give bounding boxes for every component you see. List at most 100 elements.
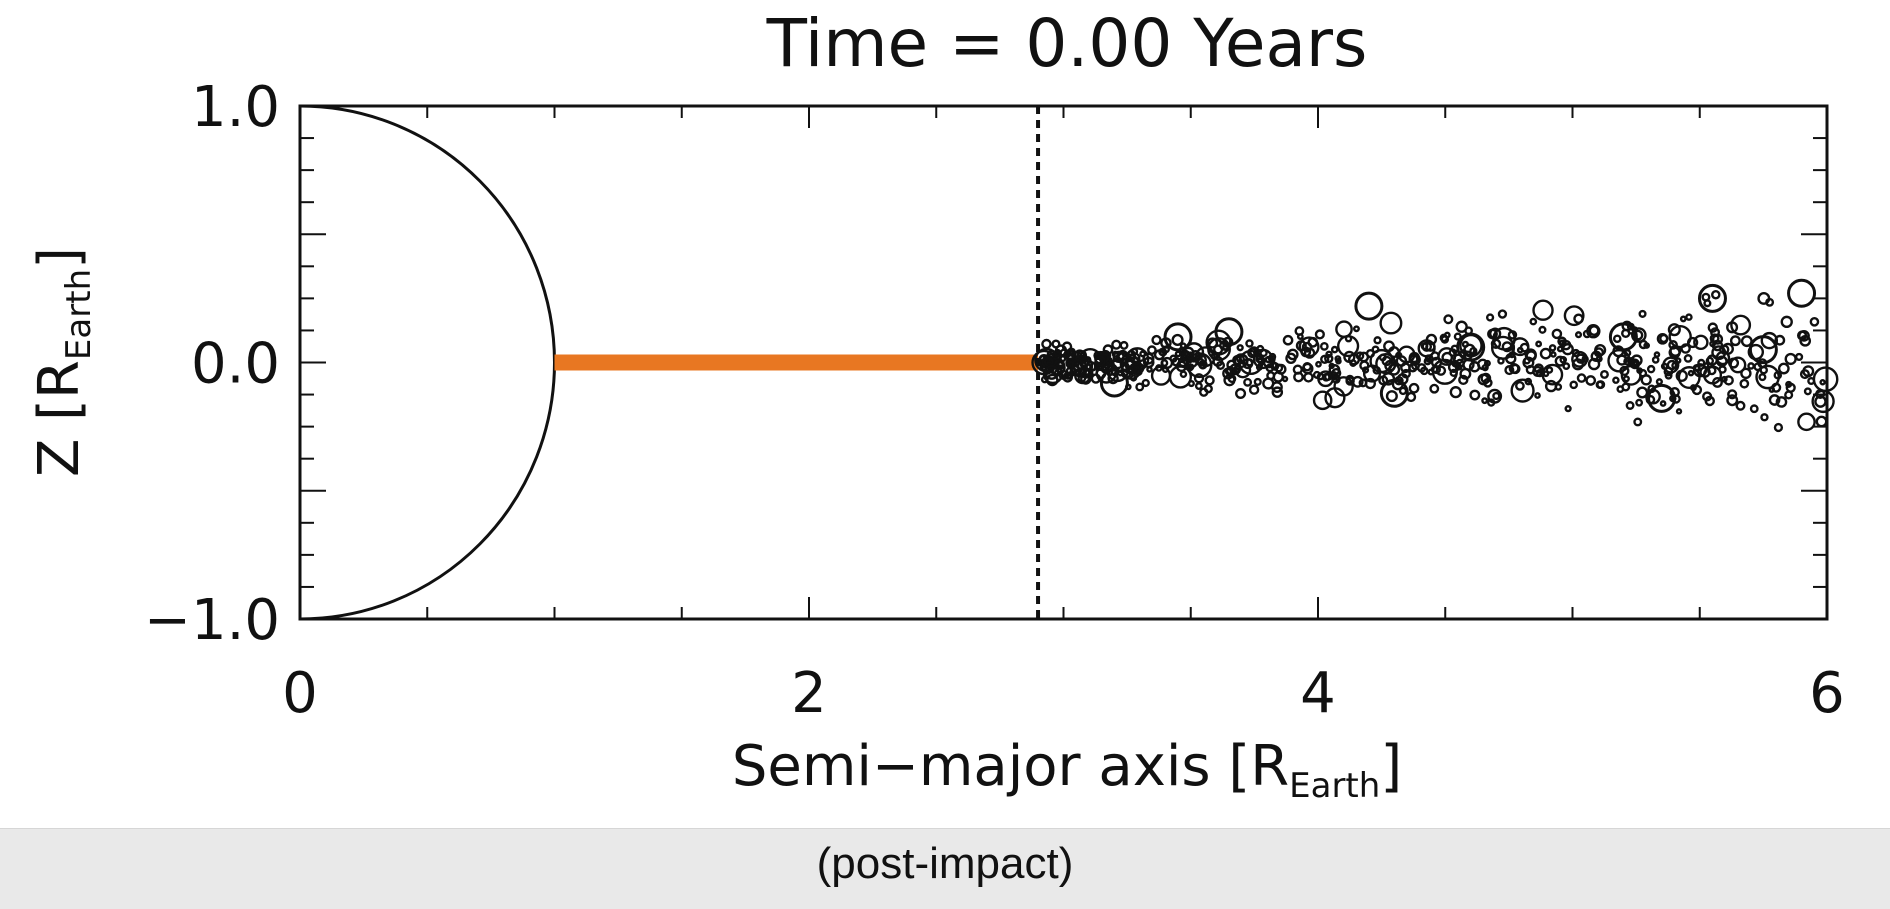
moonlet <box>1668 324 1692 349</box>
moonlet <box>1312 390 1333 411</box>
moonlet <box>1181 351 1193 362</box>
moonlet <box>1194 382 1203 390</box>
moonlet <box>1352 325 1360 333</box>
moonlet <box>1711 333 1724 345</box>
moonlet <box>1439 333 1448 343</box>
moonlet <box>1437 347 1457 366</box>
moonlet <box>1461 340 1470 348</box>
moonlet <box>1490 338 1502 350</box>
moonlet <box>1351 375 1364 388</box>
moonlet <box>1044 364 1060 380</box>
moonlet <box>1141 378 1150 388</box>
moonlet-large <box>1163 322 1193 352</box>
caption-bar: (post-impact) <box>0 828 1890 909</box>
moonlet <box>1142 352 1155 365</box>
moonlet <box>1525 350 1537 362</box>
moonlet <box>1777 362 1790 375</box>
moonlet <box>1596 380 1606 390</box>
moonlet <box>1729 335 1741 347</box>
moonlet <box>1799 369 1810 380</box>
moonlet <box>1730 314 1752 336</box>
moonlet <box>1508 351 1516 359</box>
moonlet-large <box>1456 332 1486 362</box>
y-tick-labels: −1.0 0.0 1.0 <box>144 75 280 653</box>
moonlet <box>1532 299 1554 321</box>
moonlet <box>1481 397 1489 405</box>
moonlet <box>1171 356 1182 367</box>
moonlet <box>1379 311 1403 335</box>
moonlet <box>1129 374 1138 382</box>
moonlet <box>1487 388 1503 404</box>
moonlet <box>1643 342 1651 349</box>
moonlet <box>1803 387 1812 396</box>
y-tick-label: 0.0 <box>191 332 280 397</box>
moonlet <box>1303 347 1316 359</box>
moonlet <box>1677 366 1701 390</box>
moonlet <box>1423 357 1432 366</box>
moonlet <box>1755 364 1780 390</box>
moonlet <box>1716 355 1728 368</box>
moonlet <box>1703 362 1710 369</box>
moonlet <box>1235 387 1247 400</box>
moonlet <box>1585 375 1597 386</box>
moonlet <box>1516 346 1524 354</box>
caption-text: (post-impact) <box>816 839 1074 888</box>
moonlet <box>1726 394 1739 407</box>
moonlet <box>1571 348 1581 358</box>
moonlet <box>1581 355 1589 363</box>
moonlet <box>1711 289 1721 300</box>
moonlet <box>1373 336 1382 345</box>
moonlet <box>1041 338 1052 350</box>
moonlet <box>1324 353 1334 364</box>
moonlet-large <box>1697 283 1727 313</box>
moonlet <box>1161 365 1170 374</box>
moonlet-large <box>1608 322 1638 352</box>
moonlet <box>1662 356 1680 374</box>
moonlet <box>1186 351 1195 360</box>
moonlet <box>1538 325 1547 334</box>
moonlet <box>1477 373 1490 386</box>
moonlet <box>1243 377 1253 387</box>
moonlet <box>1612 334 1622 343</box>
moonlet <box>1768 394 1781 406</box>
moonlet <box>1245 339 1254 348</box>
moonlet <box>1551 328 1563 340</box>
moonlet <box>1071 358 1084 372</box>
moonlet-large <box>1748 335 1778 365</box>
moonlet <box>1631 327 1647 343</box>
moonlet <box>1693 334 1709 351</box>
moonlet <box>1171 333 1184 347</box>
moonlet <box>1569 380 1578 390</box>
moonlet <box>1550 351 1557 358</box>
moonlet <box>1193 373 1205 384</box>
moonlet <box>1739 378 1750 389</box>
moonlet <box>1213 351 1221 360</box>
moonlet <box>1077 373 1087 383</box>
moonlet-points <box>1031 278 1839 433</box>
moonlet <box>1094 355 1106 367</box>
x-tick-label: 4 <box>1300 661 1336 726</box>
x-tick-labels: 0 2 4 6 <box>282 661 1845 726</box>
moonlet <box>1655 378 1663 386</box>
moonlet <box>1510 378 1535 403</box>
moonlet <box>1726 321 1739 334</box>
moonlet <box>1675 408 1683 415</box>
moonlet <box>1449 386 1462 399</box>
y-tick-label: −1.0 <box>144 588 280 653</box>
moonlet <box>1168 365 1193 389</box>
moonlet-large <box>1379 378 1409 408</box>
moonlet <box>1255 354 1264 364</box>
moonlet <box>1785 380 1793 388</box>
moonlet <box>1720 375 1728 383</box>
moonlet <box>1425 341 1436 352</box>
moonlet <box>1728 357 1740 369</box>
moonlet <box>1679 315 1687 323</box>
moonlet <box>1683 354 1693 363</box>
moonlet <box>1408 363 1418 373</box>
moonlet <box>1616 385 1625 394</box>
moonlet <box>1675 369 1688 382</box>
moonlet <box>1252 348 1274 370</box>
moonlet <box>1186 363 1194 372</box>
moonlet <box>1485 313 1495 322</box>
